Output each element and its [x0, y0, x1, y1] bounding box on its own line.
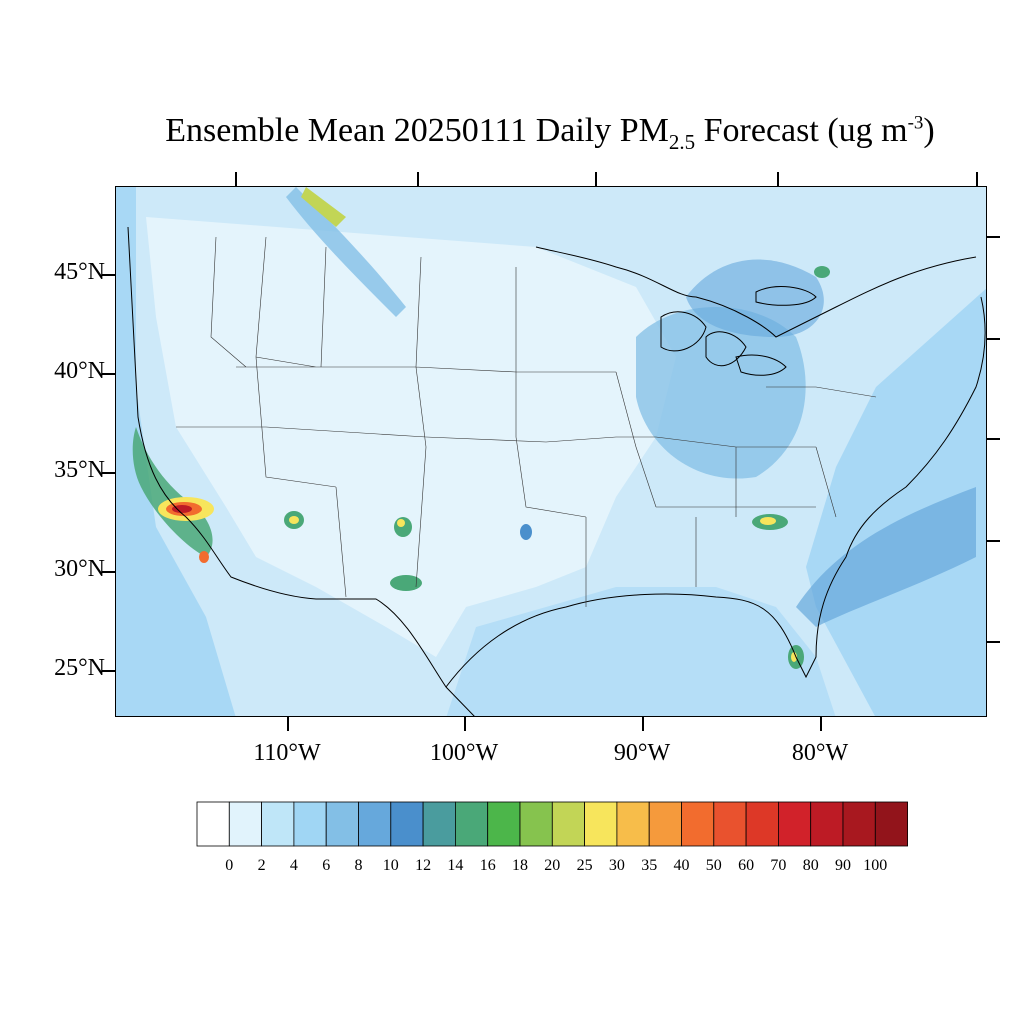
lat-label-30: 30°N: [54, 556, 105, 582]
colorbar-tick-label: 20: [544, 857, 561, 874]
title-superscript: -3: [907, 112, 924, 134]
colorbar-tick-label: 40: [673, 857, 690, 874]
colorbar-tick-label: 10: [382, 857, 399, 874]
tick-right: [987, 236, 1000, 238]
colorbar-swatch: [358, 801, 392, 847]
colorbar-swatch: [584, 801, 618, 847]
colorbar-tick-label: 4: [289, 857, 298, 874]
colorbar-swatch: [293, 801, 327, 847]
colorbar-swatch: [261, 801, 295, 847]
tick-left: [102, 571, 115, 573]
colorbar-swatch: [519, 801, 553, 847]
title-subscript: 2.5: [668, 129, 696, 154]
colorbar-tick-label: 18: [512, 857, 528, 874]
colorbar-tick-label: 2: [257, 857, 266, 874]
tick-top: [777, 172, 779, 186]
tick-right: [987, 338, 1000, 340]
map-panel: [115, 186, 987, 717]
colorbar-tick-label: 35: [641, 857, 658, 874]
tick-right: [987, 641, 1000, 643]
colorbar-tick-label: 6: [322, 857, 331, 874]
colorbar-tick-label: 80: [802, 857, 819, 874]
colorbar-swatch: [681, 801, 715, 847]
colorbar-tick-label: 30: [608, 857, 625, 874]
colorbar-swatch: [390, 801, 424, 847]
western-land-field: [146, 217, 676, 657]
colorbar: [196, 801, 908, 847]
tick-top: [417, 172, 419, 186]
colorbar-swatch: [874, 801, 908, 847]
colorbar-swatch: [616, 801, 650, 847]
colorbar-swatch: [713, 801, 747, 847]
colorbar-tick-label: 8: [354, 857, 363, 874]
colorbar-tick-label: 60: [738, 857, 755, 874]
lon-label-100: 100°W: [429, 740, 499, 766]
tick-top: [235, 172, 237, 186]
colorbar-swatch: [454, 801, 489, 847]
lon-label-80: 80°W: [791, 740, 849, 766]
colorbar-swatch: [778, 801, 812, 847]
lat-label-35: 35°N: [54, 457, 105, 483]
coastline: [127, 226, 986, 716]
tick-bottom: [642, 717, 644, 731]
lat-label-25: 25°N: [54, 655, 105, 681]
tick-left: [102, 373, 115, 375]
pacific-ocean-field: [116, 187, 236, 716]
tick-bottom: [287, 717, 289, 731]
tick-left: [102, 274, 115, 276]
lat-label-40: 40°N: [54, 358, 105, 384]
colorbar-tick-label: 70: [770, 857, 787, 874]
colorbar-tick-label: 25: [576, 857, 593, 874]
colorbar-tick-label: 16: [479, 857, 496, 874]
colorbar-swatch: [810, 801, 844, 847]
lon-label-90: 90°W: [613, 740, 671, 766]
pm25-map: [116, 187, 986, 716]
colorbar-tick-label: 12: [415, 857, 432, 874]
lon-label-110: 110°W: [253, 740, 321, 766]
colorbar-swatch: [648, 801, 682, 847]
colorbar-swatch: [842, 801, 876, 847]
tick-top: [595, 172, 597, 186]
tick-bottom: [464, 717, 466, 731]
tick-left: [102, 670, 115, 672]
colorbar-tick-label: 50: [705, 857, 722, 874]
tick-bottom: [820, 717, 822, 731]
colorbar-swatch: [228, 801, 262, 847]
tick-left: [102, 472, 115, 474]
lat-label-45: 45°N: [54, 259, 105, 285]
colorbar-swatch: [551, 801, 585, 847]
atlantic-plume: [796, 487, 976, 627]
colorbar-swatch: [487, 801, 521, 847]
colorbar-tick-label: 0: [225, 857, 234, 874]
colorbar-tick-label: 90: [835, 857, 851, 874]
colorbar-swatch: [325, 801, 359, 847]
great-lakes: [660, 286, 817, 376]
colorbar-tick-label: 14: [447, 857, 464, 874]
map-title: Ensemble Mean 20250111 Daily PM2.5 Forec…: [165, 112, 935, 154]
state-boundaries: [176, 236, 877, 607]
colorbar-swatch: [422, 801, 456, 847]
colorbar-swatch: [196, 801, 230, 847]
colorbar-swatch: [745, 801, 779, 847]
tick-right: [987, 540, 1000, 542]
tick-top: [976, 172, 978, 186]
ohio-valley-field: [636, 307, 806, 479]
colorbar-tick-label: 100: [863, 857, 888, 874]
tick-right: [987, 438, 1000, 440]
gulf-field: [446, 587, 836, 716]
